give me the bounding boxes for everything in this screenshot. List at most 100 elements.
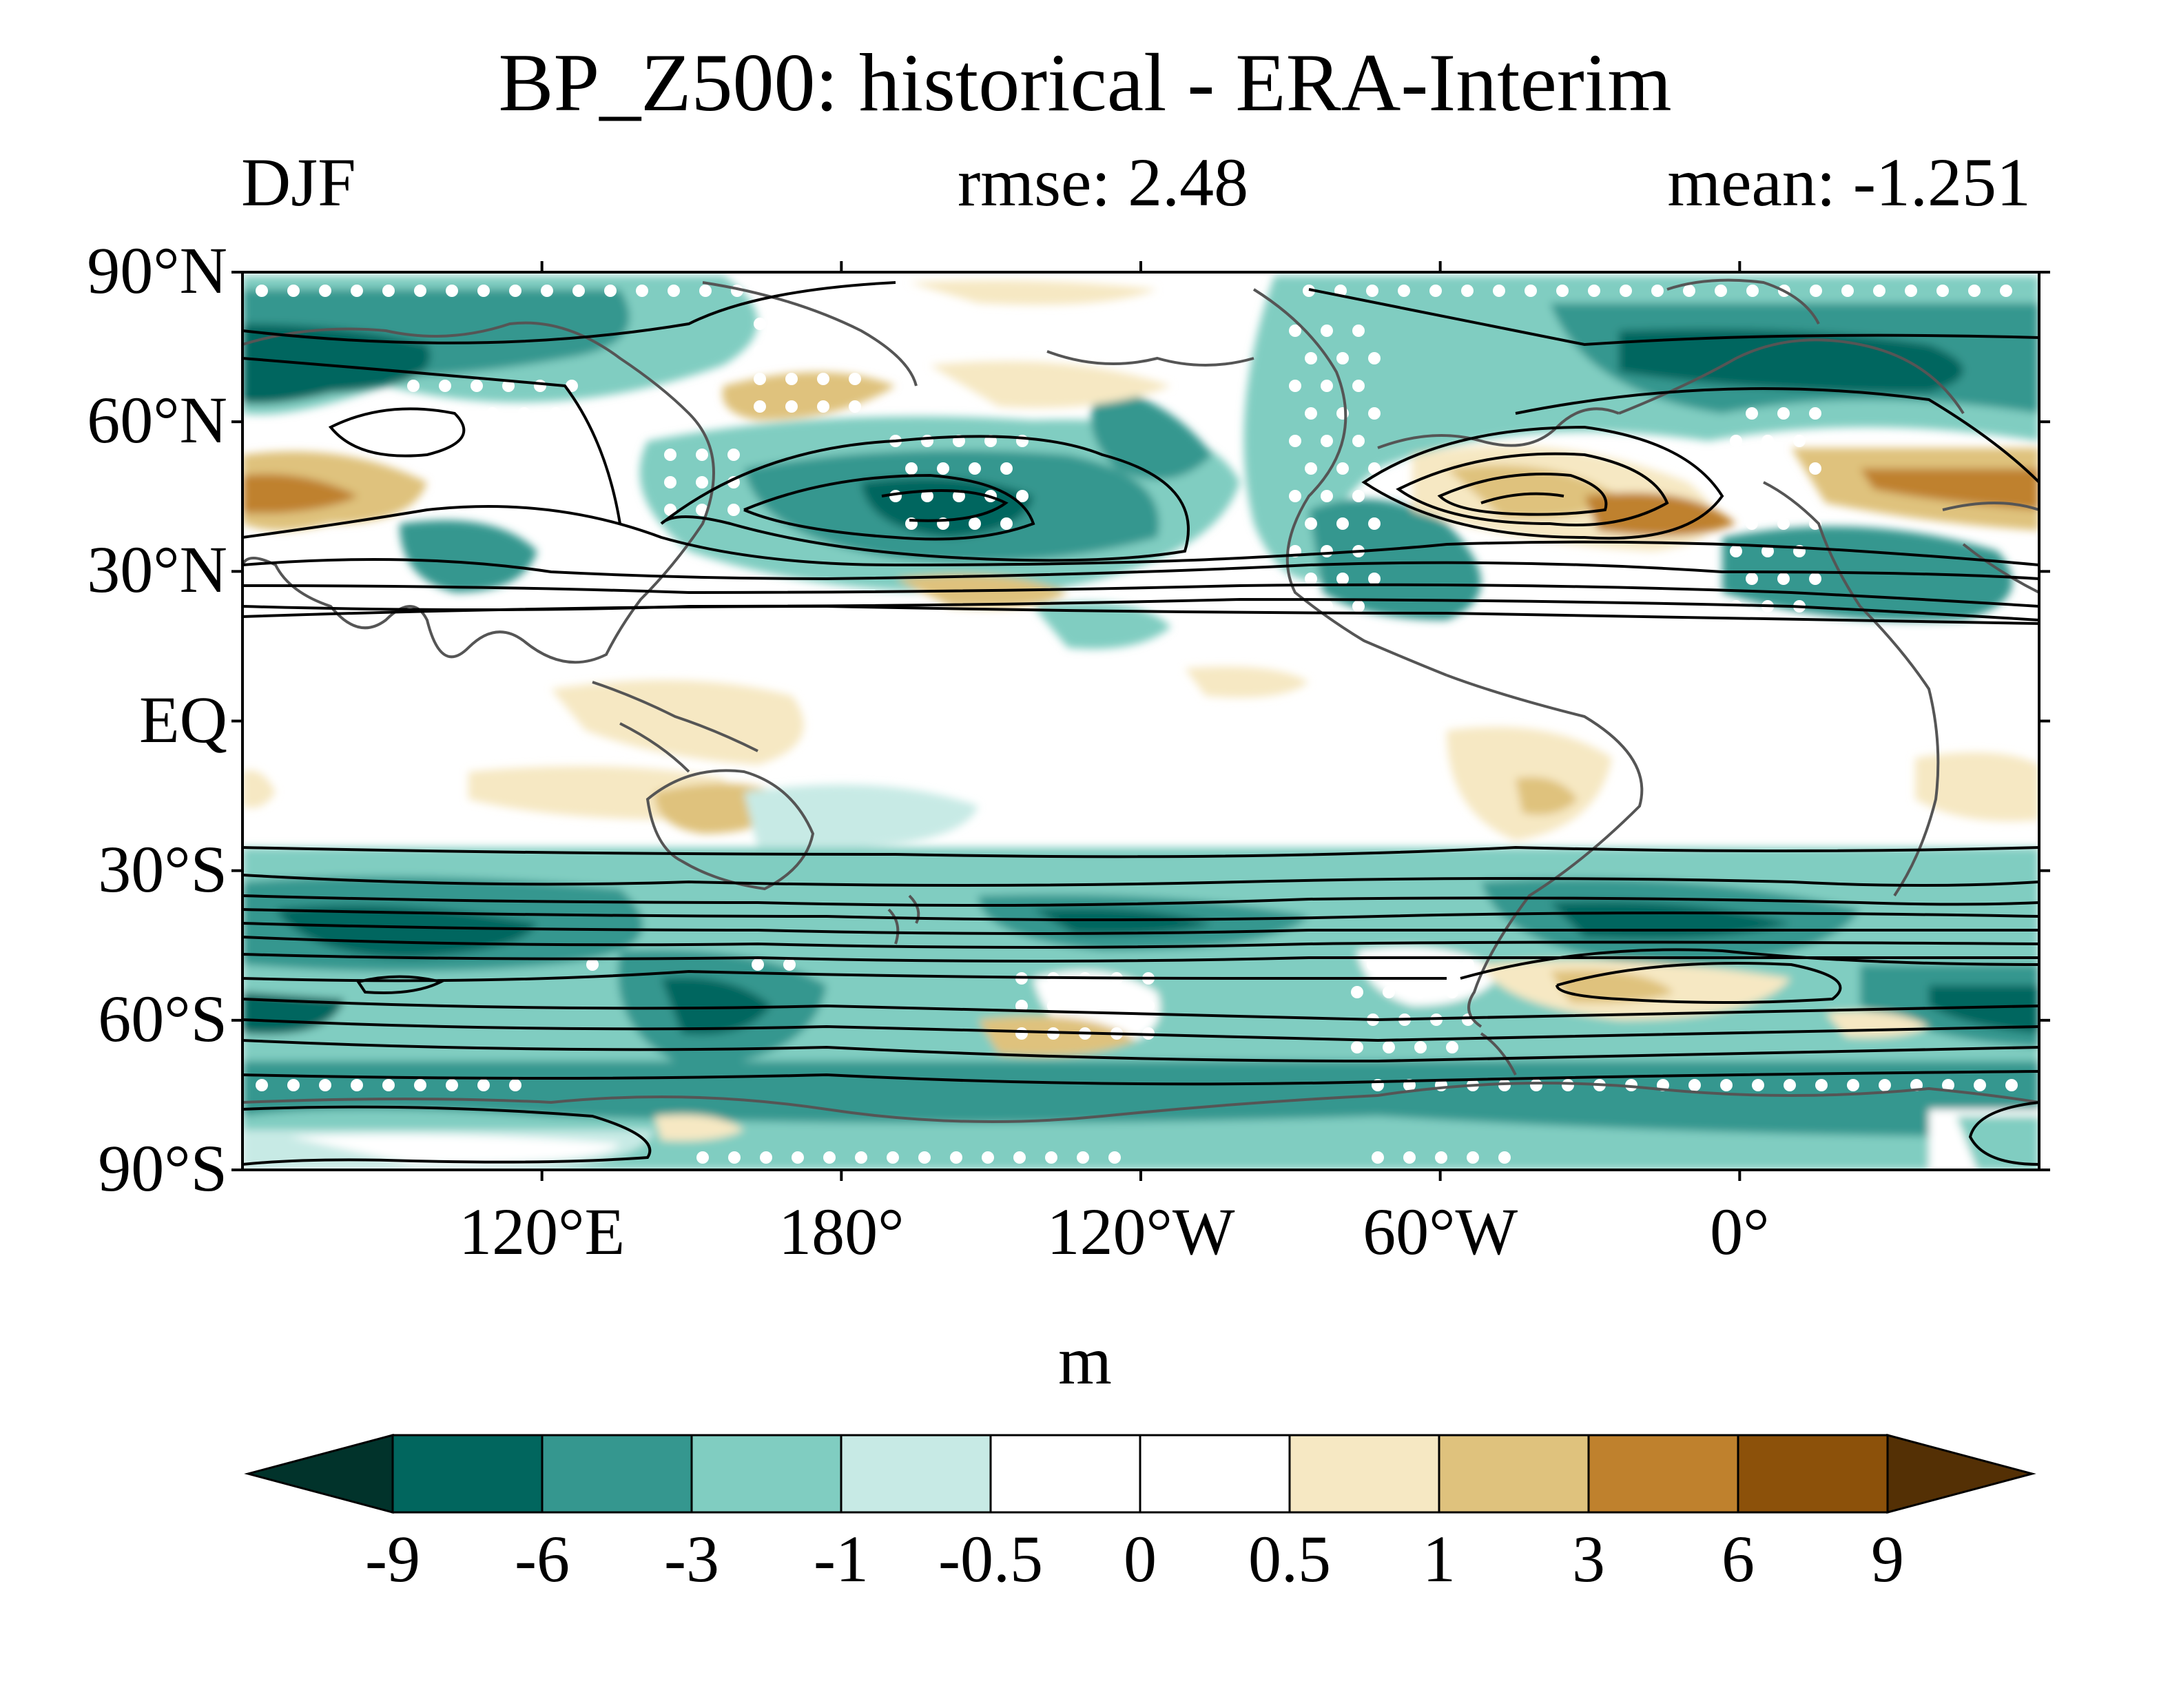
stipple-dot bbox=[1398, 285, 1410, 297]
stipple-dot bbox=[1368, 573, 1381, 585]
stipple-dot bbox=[1498, 1151, 1511, 1164]
stipple-dot bbox=[1305, 407, 1317, 420]
stipple-dot bbox=[1810, 285, 1822, 297]
stipple-dot bbox=[477, 285, 490, 297]
stipple-dot bbox=[1321, 380, 1333, 392]
stipple-dot bbox=[1461, 285, 1474, 297]
stipple-dot bbox=[1784, 1079, 1796, 1091]
stipple-dot bbox=[1336, 517, 1349, 530]
stipple-dot bbox=[1777, 462, 1790, 475]
stipple-dot bbox=[1777, 573, 1790, 585]
stipple-dot bbox=[1372, 1151, 1384, 1164]
colorbar-tick-label: -0.5 bbox=[938, 1522, 1043, 1596]
lat-tick-label: 60°S bbox=[98, 981, 227, 1056]
stipple-dot bbox=[1730, 545, 1742, 557]
stipple-dot bbox=[1383, 1041, 1395, 1053]
climatology-contours bbox=[242, 281, 2039, 1166]
colorbar-bin bbox=[391, 1434, 544, 1514]
stipple-dot bbox=[696, 504, 708, 516]
stipple-dot bbox=[1905, 285, 1917, 297]
lat-tick-label: 30°S bbox=[98, 832, 227, 906]
stipple-dot bbox=[1368, 352, 1381, 364]
stipple-dot bbox=[752, 958, 764, 971]
stipple-dot bbox=[887, 1151, 899, 1164]
lat-tick-label: 30°N bbox=[87, 533, 227, 607]
stipple-dot bbox=[1683, 285, 1695, 297]
stipple-dot bbox=[754, 373, 766, 385]
stipple-dot bbox=[1746, 573, 1758, 585]
stipple-dot bbox=[1336, 352, 1349, 364]
stipple-dot bbox=[1321, 435, 1333, 447]
stipple-dot bbox=[1398, 958, 1411, 971]
stipple-dot bbox=[287, 1079, 300, 1091]
stipple-dot bbox=[486, 407, 499, 420]
stipple-dot bbox=[785, 400, 798, 413]
stipple-dot bbox=[1588, 285, 1600, 297]
stipple-dot bbox=[446, 1079, 458, 1091]
lat-tick-label: EQ bbox=[139, 682, 227, 757]
lon-tick-label: 180° bbox=[778, 1195, 905, 1268]
stipple-dot bbox=[1305, 573, 1317, 585]
stipple-dot bbox=[1015, 1027, 1028, 1040]
stipple-dot bbox=[1352, 435, 1365, 447]
stipple-dot bbox=[785, 318, 798, 330]
colorbar-tick-label: -3 bbox=[664, 1522, 719, 1596]
stipple-dot bbox=[785, 345, 798, 358]
lon-tick-label: 0° bbox=[1710, 1195, 1770, 1268]
stipple-dot bbox=[1936, 285, 1949, 297]
stipple-dot bbox=[1746, 462, 1758, 475]
stipple-dot bbox=[1809, 573, 1821, 585]
stipple-dot bbox=[1414, 1041, 1427, 1053]
lat-tick-label: 90°N bbox=[87, 234, 227, 307]
stipple-dot bbox=[1873, 285, 1885, 297]
anomaly-field bbox=[242, 272, 2039, 1170]
mean-label: mean: -1.251 bbox=[1667, 144, 2031, 220]
stipple-dot bbox=[1352, 490, 1365, 502]
stipple-dot bbox=[636, 285, 648, 297]
stipple-dot bbox=[1429, 285, 1442, 297]
stipple-dot bbox=[728, 1151, 741, 1164]
stipple-dot bbox=[477, 1079, 490, 1091]
rmse-label: rmse: 2.48 bbox=[958, 144, 1249, 220]
colorbar bbox=[244, 1434, 2036, 1514]
stipple-dot bbox=[855, 1151, 867, 1164]
stipple-dot bbox=[1321, 490, 1333, 502]
stipple-dot bbox=[982, 1151, 994, 1164]
stipple-dot bbox=[382, 285, 395, 297]
stipple-dot bbox=[1761, 435, 1774, 447]
stipple-dot bbox=[414, 1079, 426, 1091]
stipple-dot bbox=[849, 400, 861, 413]
stipple-dot bbox=[1625, 1079, 1637, 1091]
stipple-dot bbox=[1777, 407, 1790, 420]
stipple-dot bbox=[407, 435, 420, 447]
stipple-dot bbox=[1430, 958, 1443, 971]
coastlines bbox=[242, 278, 2039, 1123]
stipple-dot bbox=[1730, 435, 1742, 447]
colorbar-tick-label: -6 bbox=[515, 1522, 570, 1596]
stipple-dot bbox=[696, 476, 708, 488]
stipple-dot bbox=[471, 380, 483, 392]
stipple-dot bbox=[1414, 986, 1427, 998]
stipple-dot bbox=[785, 373, 798, 385]
stipple-dot bbox=[509, 1079, 521, 1091]
stipple-dot bbox=[817, 400, 829, 413]
stipple-dot bbox=[502, 435, 515, 447]
stipple-dot bbox=[817, 373, 829, 385]
colorbar-bin bbox=[1587, 1434, 1739, 1514]
stipple-dot bbox=[1498, 1079, 1511, 1091]
stipple-dot bbox=[727, 504, 740, 516]
stipple-dot bbox=[696, 449, 708, 461]
stipple-dot bbox=[817, 345, 829, 358]
colorbar-tick-label: 0 bbox=[1124, 1522, 1157, 1596]
colorbar-extend-low bbox=[244, 1434, 394, 1514]
stipple-dot bbox=[754, 345, 766, 358]
stipple-dot bbox=[849, 373, 861, 385]
stipple-dot bbox=[727, 449, 740, 461]
stipple-dot bbox=[1047, 1000, 1060, 1012]
stipple-dot bbox=[950, 1151, 962, 1164]
stipple-dot bbox=[414, 285, 426, 297]
colorbar-bin bbox=[1438, 1434, 1590, 1514]
stipple-dot bbox=[1761, 490, 1774, 502]
stipple-dot bbox=[1809, 462, 1821, 475]
